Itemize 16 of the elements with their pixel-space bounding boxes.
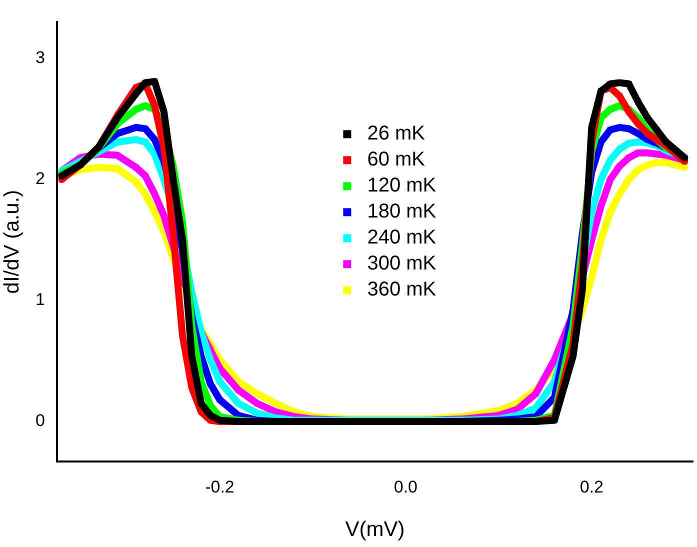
legend-label: 180 mK <box>367 200 437 223</box>
x-tick-label: 0.0 <box>394 477 418 496</box>
x-tick-label: 0.2 <box>580 477 604 496</box>
y-tick-label: 1 <box>36 290 45 310</box>
legend-label: 240 mK <box>367 226 437 249</box>
y-tick-label: 0 <box>36 411 45 430</box>
legend-label: 60 mK <box>367 148 426 171</box>
y-tick-label: 2 <box>36 169 45 188</box>
y-axis-title: dI/dV (a.u.) <box>0 190 24 294</box>
x-tick-label: -0.2 <box>205 477 234 496</box>
legend-label: 26 mK <box>367 122 426 145</box>
legend-label: 360 mK <box>367 278 437 301</box>
legend-label: 120 mK <box>367 174 437 197</box>
legend-label: 300 mK <box>367 252 437 275</box>
x-axis-title: V(mV) <box>345 518 405 542</box>
y-tick-label: 3 <box>36 48 45 68</box>
